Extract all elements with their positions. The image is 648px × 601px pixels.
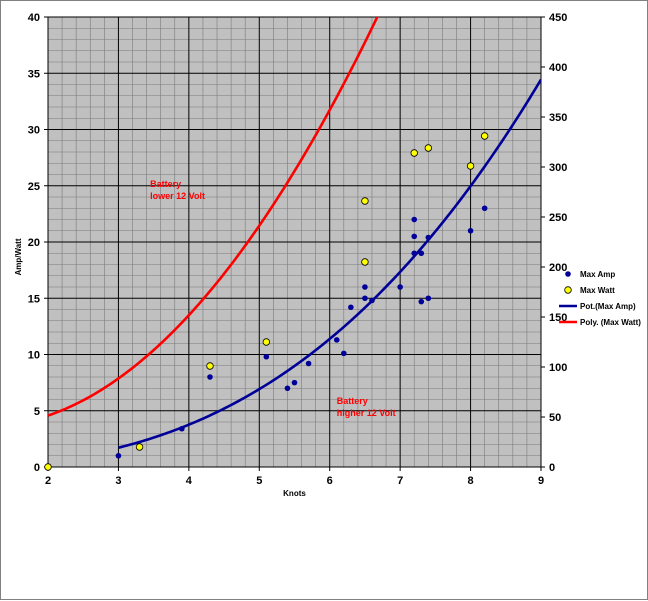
trendline-power-max-amp <box>118 78 541 449</box>
legend-marker-max-amp <box>565 271 571 277</box>
y-right-tick-label: 450 <box>549 12 567 24</box>
y-left-tick-label: 35 <box>28 68 40 80</box>
max-amp-point <box>207 374 213 380</box>
annotation-text: higher 12 Volt <box>337 408 396 418</box>
max-amp-point <box>369 297 375 304</box>
max-amp-point <box>284 385 291 392</box>
x-tick-label: 9 <box>538 475 544 487</box>
y-left-tick-label: 15 <box>28 293 40 305</box>
max-amp-point <box>333 337 340 343</box>
max-amp-point <box>362 284 368 290</box>
y-left-tick-label: 5 <box>34 406 40 418</box>
legend-marker-max-watt <box>564 286 572 294</box>
max-amp-point <box>362 295 368 302</box>
max-amp-point <box>115 452 122 459</box>
y-left-tick-label: 40 <box>28 12 40 24</box>
x-tick-label: 5 <box>256 475 262 487</box>
max-watt-point <box>361 258 369 266</box>
max-amp-point <box>348 304 354 311</box>
max-amp-point <box>411 250 418 257</box>
max-watt-point <box>135 443 144 451</box>
max-amp-point <box>411 233 418 240</box>
annotation-text: Battery <box>150 179 181 189</box>
max-amp-point <box>418 250 425 257</box>
y-left-tick-label: 0 <box>34 462 40 474</box>
max-watt-point <box>361 197 369 205</box>
max-amp-point <box>397 284 403 290</box>
max-watt-point <box>480 132 489 140</box>
y-right-tick-label: 0 <box>549 462 555 474</box>
y-right-tick-label: 350 <box>549 112 567 124</box>
max-amp-point <box>467 227 474 234</box>
max-amp-point <box>425 234 432 241</box>
x-tick-label: 6 <box>327 475 333 487</box>
max-watt-point <box>262 338 271 346</box>
y-right-tick-label: 100 <box>549 362 567 374</box>
y-right-tick-label: 50 <box>549 412 561 424</box>
max-amp-point <box>341 350 347 357</box>
x-tick-label: 2 <box>45 475 51 487</box>
max-amp-point <box>481 205 488 212</box>
legend-label: Max Watt <box>580 286 615 295</box>
x-tick-label: 4 <box>186 475 193 487</box>
annotation-text: Battery <box>337 396 368 406</box>
y-left-tick-label: 30 <box>28 125 40 137</box>
max-watt-point <box>466 162 475 170</box>
legend-label: Pot.(Max Amp) <box>580 302 636 311</box>
x-tick-label: 8 <box>468 475 474 487</box>
y-left-tick-label: 20 <box>28 237 40 249</box>
y-right-tick-label: 200 <box>549 262 567 274</box>
max-watt-point <box>424 144 433 152</box>
y-left-tick-label: 25 <box>28 181 40 193</box>
y-left-axis-title: Amp/Watt <box>14 238 23 275</box>
max-amp-point <box>179 425 185 432</box>
max-watt-point <box>410 149 418 157</box>
annotation-text: lower 12 Volt <box>150 191 205 201</box>
legend-label: Poly. (Max Watt) <box>580 318 641 327</box>
max-amp-point <box>418 298 425 305</box>
x-tick-label: 7 <box>397 475 403 487</box>
max-amp-point <box>291 379 298 386</box>
y-right-tick-label: 400 <box>549 62 567 74</box>
max-watt-point <box>206 362 214 370</box>
trendline-poly-max-watt <box>48 17 379 417</box>
max-amp-point <box>425 295 432 302</box>
max-amp-point <box>263 353 270 360</box>
y-left-tick-label: 10 <box>28 350 40 362</box>
max-amp-point <box>411 216 418 223</box>
y-right-tick-label: 300 <box>549 162 567 174</box>
legend-label: Max Amp <box>580 270 615 279</box>
max-watt-point <box>44 463 52 471</box>
x-tick-label: 3 <box>115 475 121 487</box>
max-amp-point <box>305 360 312 367</box>
y-right-tick-label: 250 <box>549 212 567 224</box>
x-axis-title: Knots <box>283 489 306 498</box>
